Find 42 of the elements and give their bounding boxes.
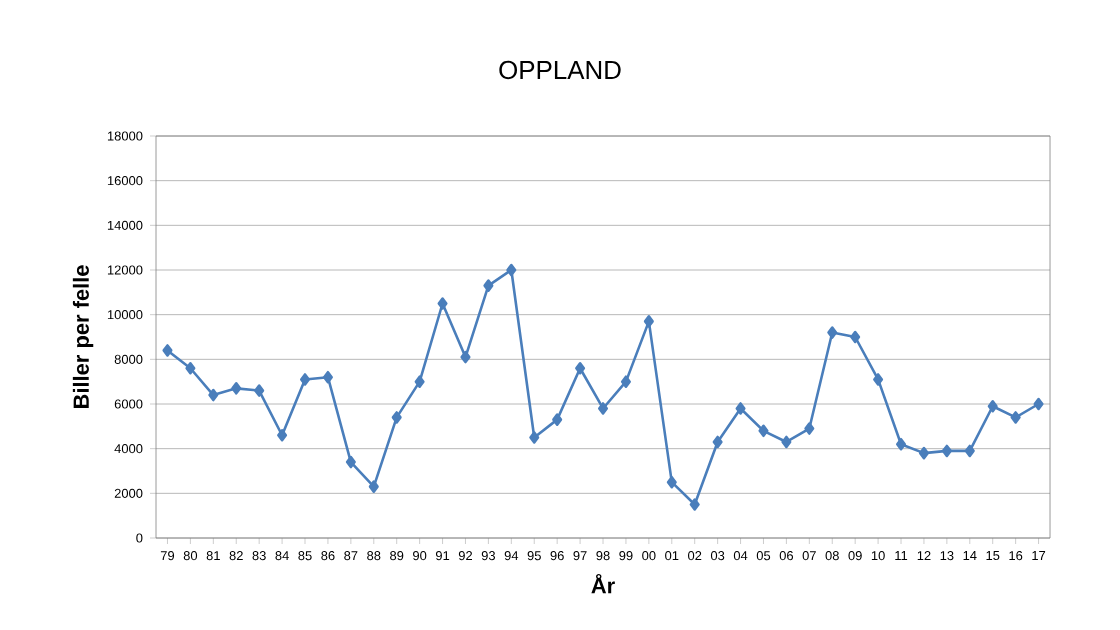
point <box>1033 397 1044 411</box>
y-axis-title: Biller per felle <box>72 265 94 409</box>
point <box>208 388 219 402</box>
point <box>231 382 242 395</box>
point <box>254 384 265 397</box>
point <box>620 375 631 388</box>
point <box>597 402 609 415</box>
point <box>460 350 471 364</box>
point <box>345 455 356 469</box>
x-axis-title: År <box>591 573 615 594</box>
point <box>827 326 838 339</box>
point <box>735 402 746 415</box>
point <box>850 330 861 344</box>
point <box>689 498 700 511</box>
point <box>299 373 311 386</box>
point <box>895 437 907 451</box>
point <box>414 375 425 388</box>
point <box>552 413 563 426</box>
point <box>873 373 884 386</box>
point <box>391 411 402 424</box>
point <box>437 297 448 310</box>
point <box>804 422 815 435</box>
point <box>941 444 952 458</box>
point <box>918 446 929 460</box>
point <box>964 444 975 458</box>
point <box>575 361 586 375</box>
chart-title: OPPLAND <box>499 60 621 80</box>
point <box>322 370 333 384</box>
point <box>758 424 769 438</box>
point <box>506 263 517 277</box>
point <box>368 480 379 493</box>
point <box>277 428 288 442</box>
point <box>162 344 173 357</box>
point <box>712 435 723 449</box>
point <box>483 279 494 292</box>
point <box>185 361 196 375</box>
point <box>987 399 998 413</box>
point <box>529 431 540 444</box>
point <box>781 435 792 449</box>
point <box>666 475 677 489</box>
point <box>643 315 654 328</box>
point <box>1010 411 1021 424</box>
